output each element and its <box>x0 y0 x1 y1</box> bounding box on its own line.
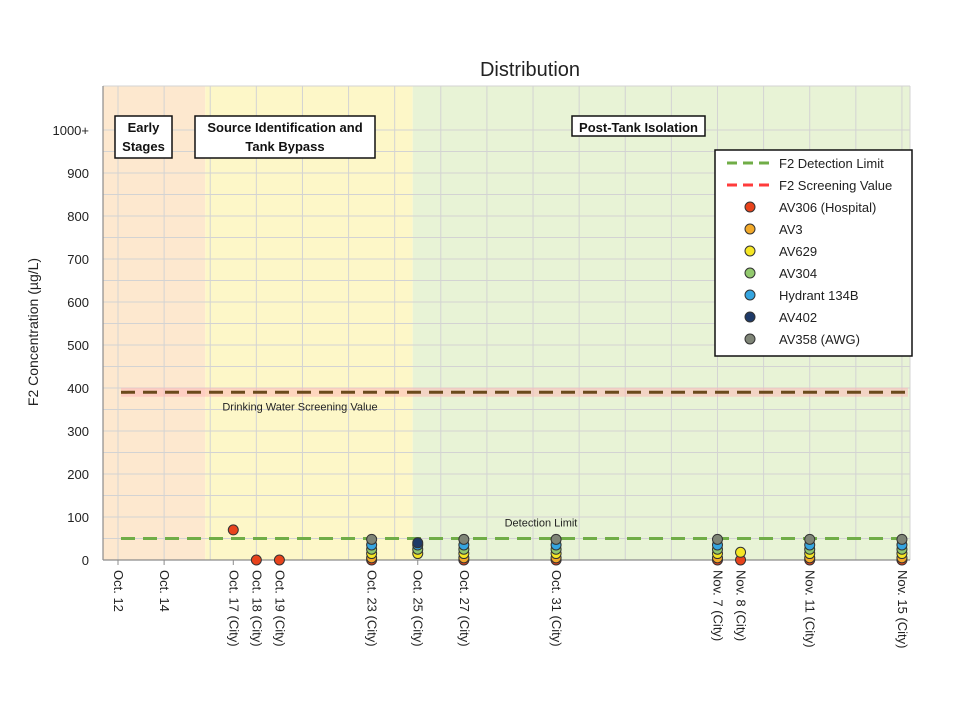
x-tick-label: Oct. 25 (City) <box>411 570 426 647</box>
y-tick-label: 0 <box>82 553 89 568</box>
x-tick-label: Oct. 27 (City) <box>457 570 472 647</box>
tick-labels: 0 100 200 300 400 500 600 700 800 900 1000+ Oct. 12… <box>52 123 909 649</box>
point-av358-awg- <box>711 533 723 545</box>
y-tick-label: 300 <box>67 424 89 439</box>
point-av358-awg- <box>896 533 908 545</box>
legend-label: F2 Screening Value <box>779 178 892 193</box>
y-tick-label: 400 <box>67 381 89 396</box>
point-av629 <box>735 546 747 558</box>
phase-label-1: Source Identification and <box>207 120 362 135</box>
phase-label-0: Early <box>128 120 161 135</box>
x-tick-label: Oct. 12 <box>111 570 126 612</box>
legend-swatch-marker <box>744 245 756 257</box>
legend: F2 Detection Limit F2 Screening Value AV30… <box>714 149 913 357</box>
legend-swatch-marker <box>744 333 756 345</box>
point-av402 <box>412 537 424 549</box>
legend-swatch-marker <box>744 289 756 301</box>
x-tick-label: Oct. 31 (City) <box>549 570 564 647</box>
phase-label-0: Stages <box>122 139 165 154</box>
legend-label: F2 Detection Limit <box>779 156 884 171</box>
x-tick-label: Oct. 14 <box>157 570 172 612</box>
y-axis-label: F2 Concentration (µg/L) <box>25 258 41 406</box>
phase-label-box-2 <box>571 115 706 137</box>
legend-label: Hydrant 134B <box>779 288 859 303</box>
y-tick-label: 200 <box>67 467 89 482</box>
phase-label-box-0 <box>114 115 173 159</box>
y-tick-label: 900 <box>67 166 89 181</box>
point-av306-hospital- <box>227 524 239 536</box>
x-tick-label: Oct. 23 (City) <box>365 570 380 647</box>
y-tick-label: 100 <box>67 510 89 525</box>
phase-labels: Early Stages Source Identification and Tank… <box>114 115 706 159</box>
data-points <box>227 524 908 566</box>
x-tick-label: Nov. 15 (City) <box>895 570 910 649</box>
legend-swatch-marker <box>744 201 756 213</box>
chart-title: Distribution <box>480 59 580 81</box>
x-tick-label: Oct. 17 (City) <box>226 570 241 647</box>
legend-swatch-marker <box>744 267 756 279</box>
x-tick-label: Nov. 8 (City) <box>734 570 749 641</box>
ref-annotation-1: Drinking Water Screening Value <box>222 401 377 413</box>
x-tick-label: Nov. 11 (City) <box>803 570 818 648</box>
legend-swatch-marker <box>744 223 756 235</box>
x-tick-label: Oct. 18 (City) <box>249 570 264 647</box>
y-tick-label: 800 <box>67 209 89 224</box>
y-tick-label: 500 <box>67 338 89 353</box>
phase-label-box-1 <box>194 115 376 159</box>
y-tick-label: 600 <box>67 295 89 310</box>
phase-label-2: Post-Tank Isolation <box>579 120 698 135</box>
legend-label: AV3 <box>779 222 803 237</box>
point-av306-hospital- <box>250 554 262 566</box>
point-av358-awg- <box>366 533 378 545</box>
legend-label: AV402 <box>779 310 817 325</box>
legend-label: AV629 <box>779 244 817 259</box>
y-tick-label: 700 <box>67 252 89 267</box>
legend-label: AV306 (Hospital) <box>779 200 876 215</box>
legend-label: AV304 <box>779 266 817 281</box>
legend-swatch-marker <box>744 311 756 323</box>
point-av358-awg- <box>804 533 816 545</box>
point-av358-awg- <box>550 533 562 545</box>
point-av358-awg- <box>458 533 470 545</box>
x-tick-label: Oct. 19 (City) <box>272 570 287 647</box>
point-av306-hospital- <box>273 554 285 566</box>
axes <box>102 86 910 561</box>
ref-annotation-0: Detection Limit <box>505 518 578 530</box>
y-tick-label: 1000+ <box>52 123 89 138</box>
legend-label: AV358 (AWG) <box>779 332 860 347</box>
phase-label-1: Tank Bypass <box>245 139 324 154</box>
x-tick-label: Nov. 7 (City) <box>710 570 725 641</box>
reference-lines: Detection Limit Drinking Water Screening … <box>121 387 908 540</box>
